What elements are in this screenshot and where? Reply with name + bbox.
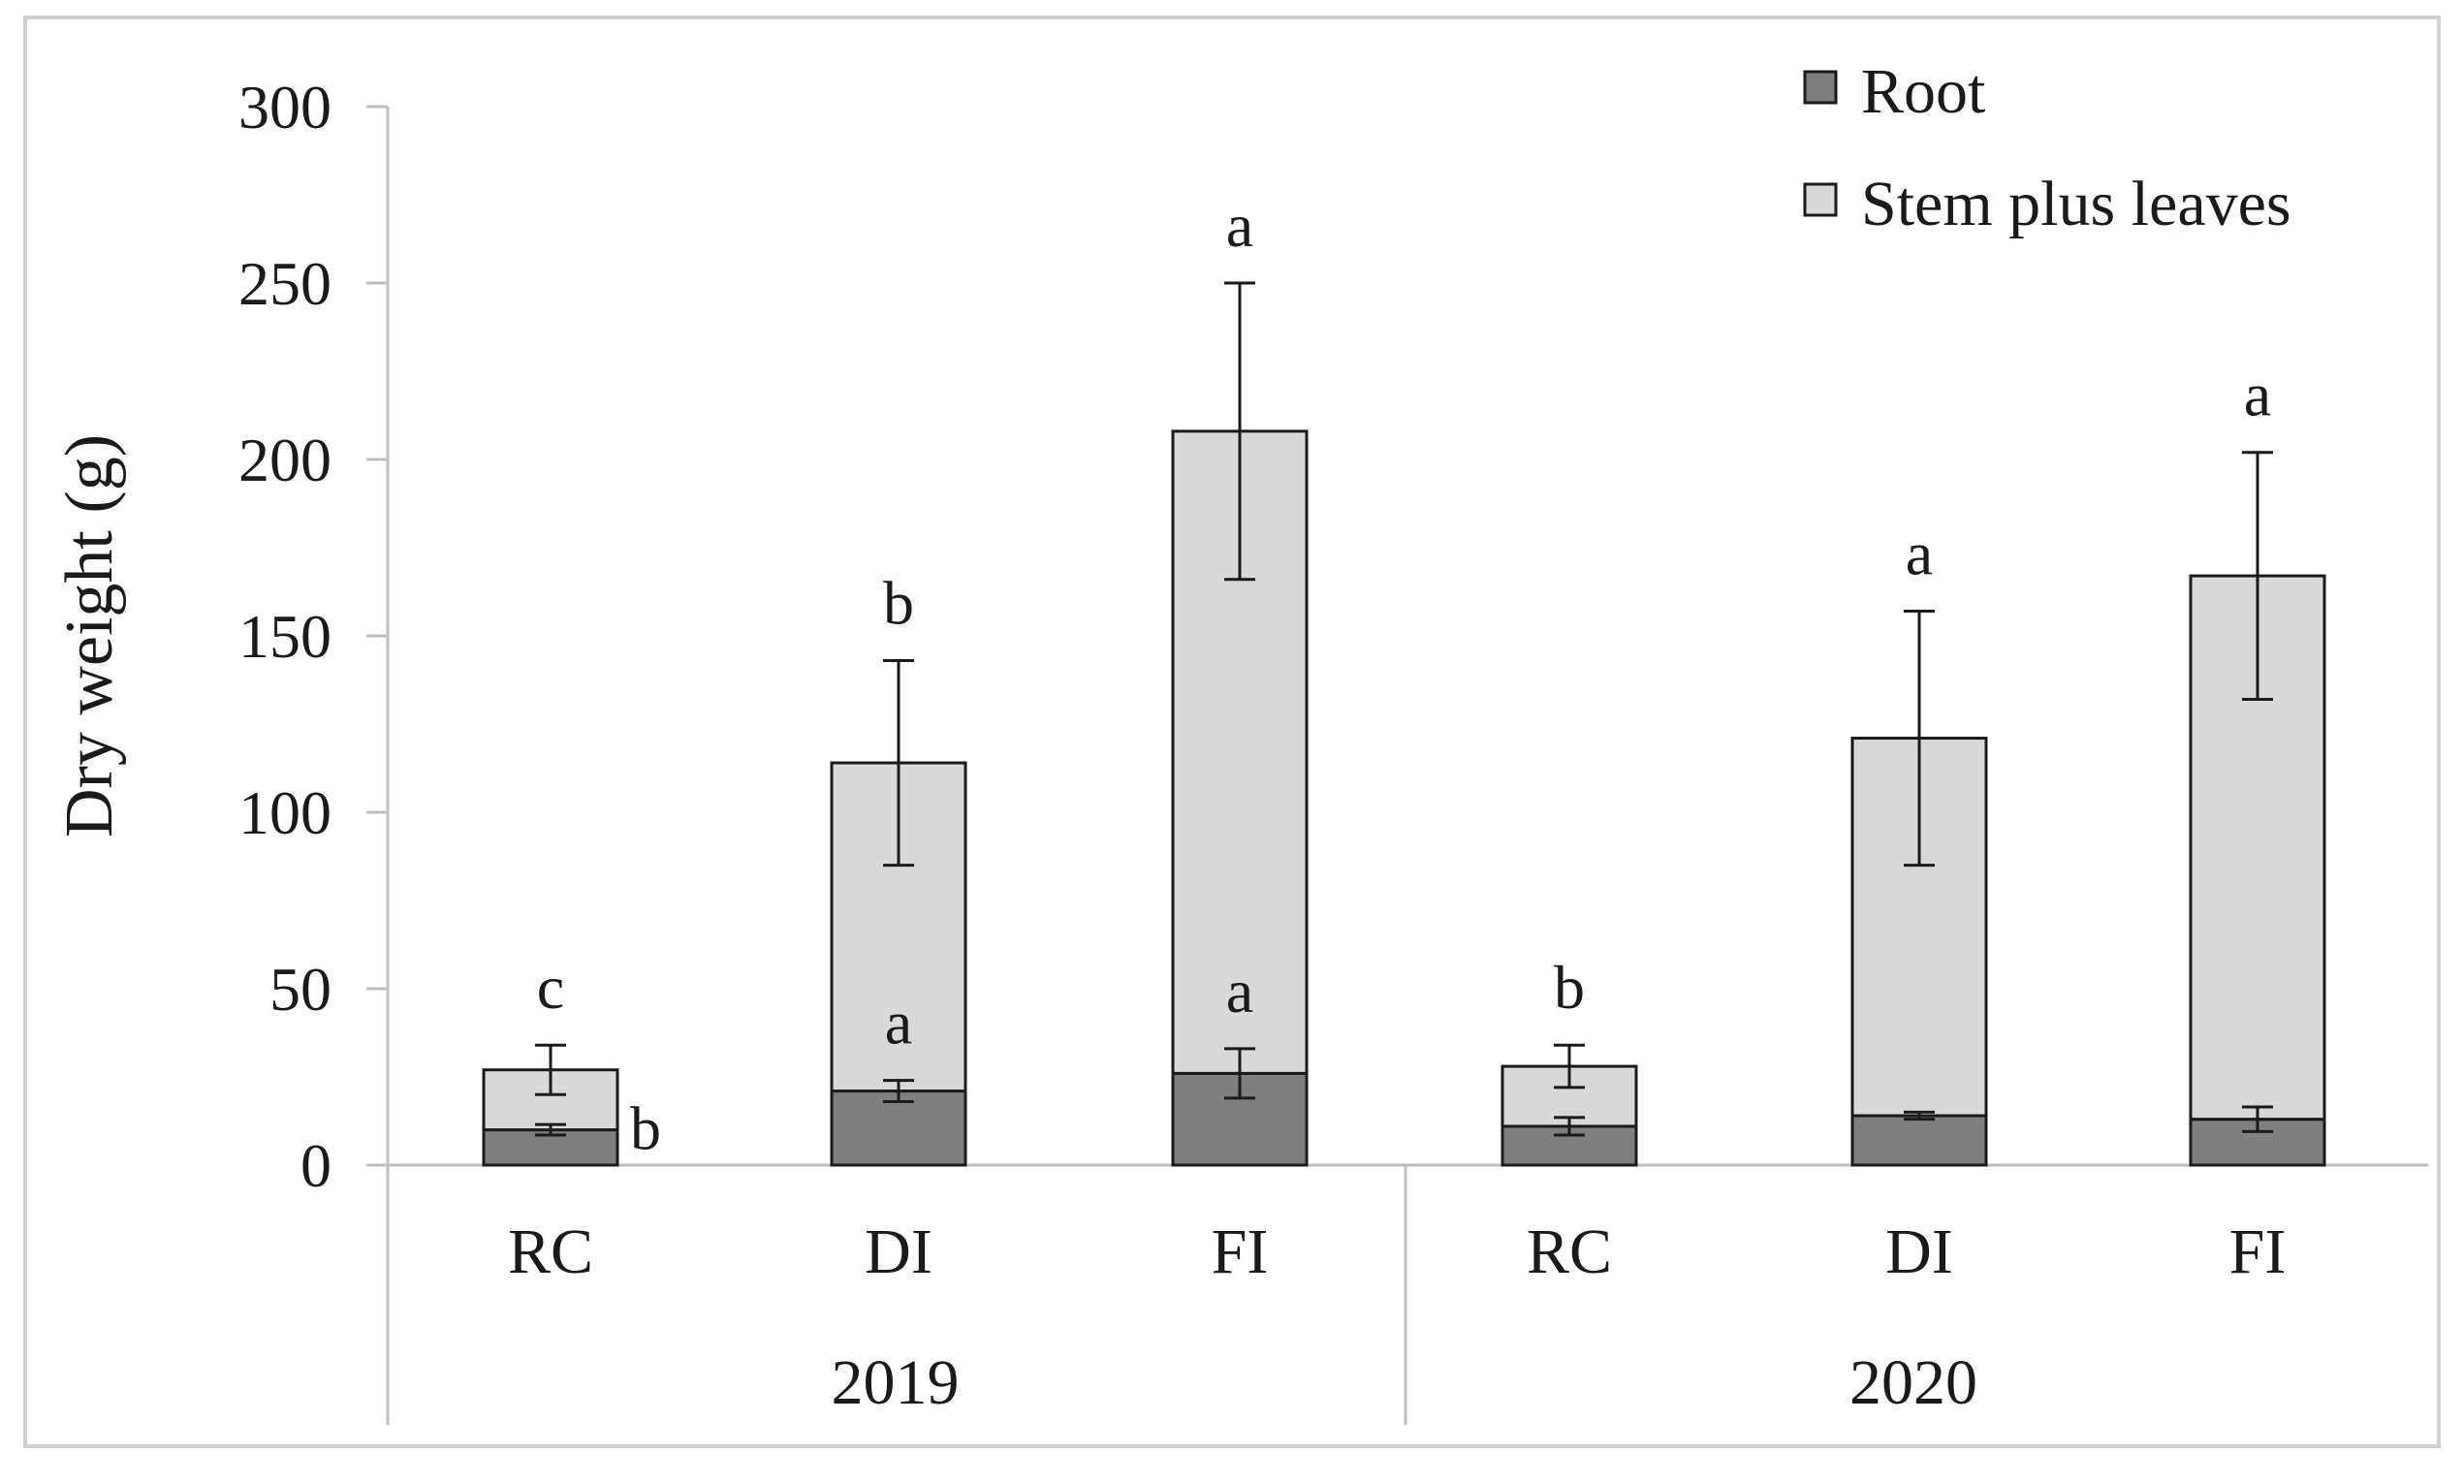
y-tick-label: 250 — [238, 249, 332, 318]
y-tick-label: 150 — [238, 602, 332, 671]
group-label: 2020 — [1849, 1347, 1977, 1418]
bars — [482, 429, 2326, 1167]
x-tick-label: RC — [1527, 1216, 1612, 1287]
y-tick-label: 100 — [238, 778, 332, 847]
axes: 0 50 100 150 200 250 300 Dry weight (g) RC DI FI RC… — [52, 73, 2428, 1425]
x-tick-label: RC — [508, 1216, 593, 1287]
significance-letter: b — [630, 1094, 661, 1163]
y-tick-label: 200 — [238, 426, 332, 494]
error-bars — [535, 281, 2273, 1137]
significance-letter: a — [885, 989, 912, 1058]
legend-label: Root — [1861, 56, 1985, 127]
x-tick-label: DI — [1885, 1216, 1953, 1287]
labels: b a a c b a b a a — [537, 191, 2271, 1163]
significance-letter: a — [1226, 191, 1253, 260]
legend-label: Stem plus leaves — [1861, 169, 2291, 239]
y-tick-label: 50 — [269, 955, 332, 1024]
legend-swatch-stem-plus-leaves — [1803, 182, 1838, 217]
x-tick-label: FI — [2229, 1216, 2287, 1287]
x-tick-label: DI — [865, 1216, 932, 1287]
y-tick-label: 0 — [300, 1131, 332, 1200]
legend-swatch-root — [1803, 70, 1838, 105]
significance-letter: a — [2244, 361, 2271, 429]
significance-letter: b — [883, 568, 914, 637]
bar-root — [1850, 1114, 1988, 1167]
group-label: 2019 — [832, 1347, 960, 1418]
significance-letter: c — [537, 953, 564, 1022]
significance-letter: b — [1554, 953, 1585, 1022]
significance-letter: a — [1226, 957, 1253, 1026]
y-tick-label: 300 — [238, 73, 332, 142]
significance-letter: a — [1906, 520, 1933, 588]
y-axis-title: Dry weight (g) — [52, 434, 127, 837]
legend: Root Stem plus leaves — [1803, 56, 2291, 239]
bar-root — [830, 1089, 967, 1167]
x-tick-label: FI — [1212, 1216, 1269, 1287]
